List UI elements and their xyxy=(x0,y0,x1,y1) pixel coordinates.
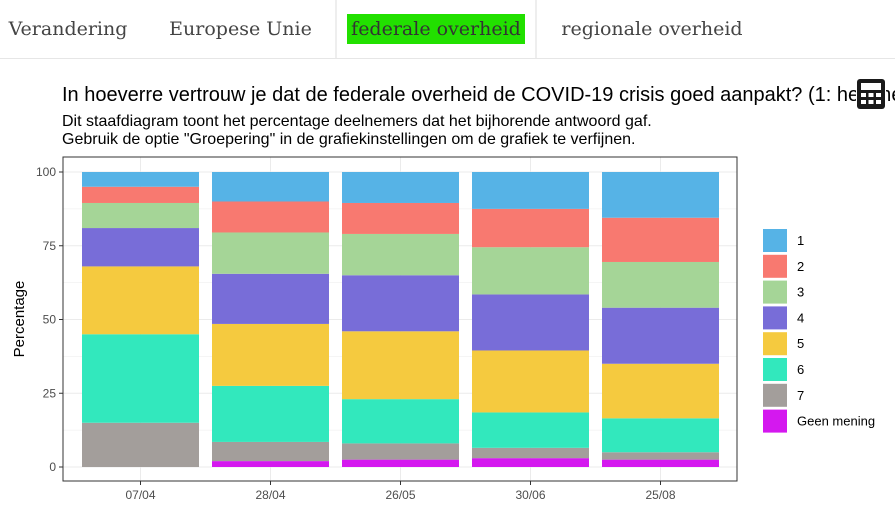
bar-segment xyxy=(212,273,329,324)
bar-segment xyxy=(602,418,719,453)
legend-label: 3 xyxy=(797,285,804,300)
bar-segment xyxy=(472,208,589,248)
tab-label: Verandering xyxy=(8,18,128,40)
bar-segment xyxy=(82,228,199,267)
y-tick-label: 0 xyxy=(49,460,56,474)
bar-segment xyxy=(342,459,459,467)
tab-label: regionale overheid xyxy=(561,18,743,40)
bar-segment xyxy=(602,172,719,218)
bar-segment xyxy=(602,307,719,364)
y-axis-label: Percentage xyxy=(11,281,28,358)
legend-label: 5 xyxy=(797,336,804,351)
bar-segment xyxy=(472,350,589,413)
legend-label: 1 xyxy=(797,233,804,248)
bar-segment xyxy=(342,331,459,400)
bar-segment xyxy=(342,275,459,332)
legend-label: 7 xyxy=(797,388,804,403)
bar-segment xyxy=(602,452,719,460)
tab-europese-unie[interactable]: Europese Unie xyxy=(146,0,337,58)
chart-title: In hoeverre vertrouw je dat de federale … xyxy=(62,84,895,106)
legend-label: 2 xyxy=(797,259,804,274)
x-tick-label: 25/08 xyxy=(645,488,675,502)
bar-segment xyxy=(342,172,459,203)
legend-key xyxy=(763,383,787,407)
bar-segment xyxy=(212,232,329,274)
legend-key xyxy=(763,254,787,278)
y-tick-label: 75 xyxy=(43,239,57,253)
bar-segment xyxy=(342,202,459,234)
legend-key xyxy=(763,332,787,356)
bar-segment xyxy=(472,412,589,448)
legend-label: 6 xyxy=(797,362,804,377)
tab-verandering[interactable]: Verandering xyxy=(0,0,136,58)
x-tick-label: 30/06 xyxy=(515,488,545,502)
bar-segment xyxy=(602,261,719,308)
bar-segment xyxy=(82,422,199,467)
bar-segment xyxy=(472,247,589,295)
tab-label: federale overheid xyxy=(347,14,525,44)
tab-federale-overheid[interactable]: federale overheid xyxy=(337,0,537,58)
bar-segment xyxy=(212,385,329,442)
bar-segment xyxy=(342,443,459,460)
calculator-icon[interactable] xyxy=(856,78,886,110)
bar-segment xyxy=(212,323,329,386)
y-tick-label: 100 xyxy=(36,165,56,179)
x-tick-label: 07/04 xyxy=(125,488,155,502)
bar-segment xyxy=(82,202,199,229)
tab-label: Europese Unie xyxy=(169,18,312,40)
bar-segment xyxy=(472,458,589,467)
bar-segment xyxy=(82,334,199,423)
bar-segment xyxy=(342,399,459,444)
bar-segment xyxy=(602,363,719,419)
tab-bar: Verandering Europese Unie federale overh… xyxy=(0,0,895,59)
bar-segment xyxy=(212,201,329,233)
bar-segment xyxy=(602,217,719,262)
bar-segment xyxy=(212,172,329,202)
legend-key xyxy=(763,409,787,433)
tab-regionale-overheid[interactable]: regionale overheid xyxy=(537,0,767,58)
legend-key xyxy=(763,280,787,304)
chart-subtitle-line-2: Gebruik de optie "Groepering" in de graf… xyxy=(62,131,636,148)
bar-segment xyxy=(82,172,199,187)
x-tick-label: 26/05 xyxy=(385,488,415,502)
bar-segment xyxy=(472,172,589,209)
bar-segment xyxy=(82,266,199,335)
bar-segment xyxy=(342,233,459,276)
legend-key xyxy=(763,306,787,330)
y-tick-label: 25 xyxy=(43,386,57,400)
bar-segment xyxy=(82,186,199,203)
x-tick-label: 28/04 xyxy=(255,488,285,502)
legend-label: Geen mening xyxy=(797,414,875,429)
legend-key xyxy=(763,358,787,381)
bar-segment xyxy=(602,459,719,467)
bar-segment xyxy=(212,461,329,467)
legend-key xyxy=(763,229,787,252)
bar-segment xyxy=(212,441,329,462)
chart-subtitle-line-1: Dit staafdiagram toont het percentage de… xyxy=(62,113,652,130)
legend-label: 4 xyxy=(797,310,804,325)
bar-segment xyxy=(472,294,589,351)
bar-segment xyxy=(472,447,589,459)
y-tick-label: 50 xyxy=(43,313,57,327)
